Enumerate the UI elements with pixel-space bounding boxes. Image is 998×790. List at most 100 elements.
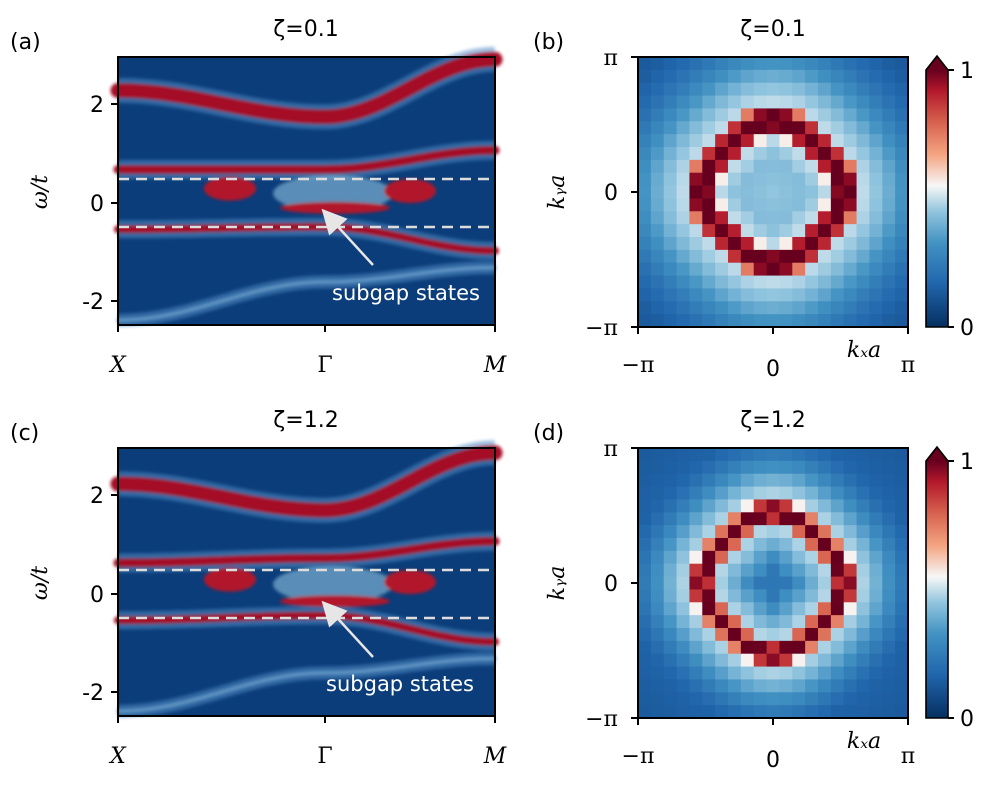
heatmap-cell: [650, 653, 665, 668]
spectral-plot-a: subgap states: [110, 46, 503, 327]
heatmap-cell: [882, 499, 896, 513]
heatmap-cell: [766, 172, 781, 187]
heatmap-cell: [766, 640, 781, 655]
heatmap-cell: [818, 95, 832, 110]
heatmap-cell: [882, 628, 896, 642]
heatmap-cell: [650, 314, 665, 328]
heatmap-cell: [689, 314, 703, 328]
heatmap-cell: [702, 159, 716, 174]
heatmap-cell: [830, 653, 845, 668]
heatmap-cell: [753, 460, 768, 475]
heatmap-cell: [805, 460, 819, 475]
heatmap-cell: [638, 679, 652, 693]
heatmap-cell: [753, 705, 768, 719]
heatmap-cell: [869, 121, 883, 135]
heatmap-cell: [869, 538, 883, 552]
heatmap-cell: [843, 172, 858, 187]
heatmap-cell: [805, 172, 819, 187]
heatmap-cell: [650, 602, 665, 616]
heatmap-cell: [689, 499, 703, 513]
heatmap-cell: [715, 615, 729, 629]
heatmap-cell: [650, 512, 665, 526]
heatmap-cell: [792, 550, 806, 565]
heatmap-cell: [882, 448, 896, 462]
heatmap-cell: [663, 473, 678, 488]
heatmap-cell: [869, 82, 883, 97]
heatmap-cell: [753, 473, 768, 488]
heatmap-cell: [805, 301, 819, 315]
panel-a-title: ζ=0.1: [273, 17, 338, 42]
heatmap-cell: [830, 121, 845, 135]
heatmap-cell: [728, 198, 742, 212]
heatmap-cell: [766, 666, 781, 681]
heatmap-cell: [869, 198, 883, 212]
heatmap-cell: [882, 288, 896, 302]
heatmap-cell: [818, 538, 832, 552]
heatmap-cell: [818, 602, 832, 616]
heatmap-cell: [869, 249, 883, 264]
heatmap-cell: [830, 159, 845, 174]
heatmap-cell: [766, 705, 781, 719]
heatmap-cell: [869, 172, 883, 187]
heatmap-cell: [663, 589, 678, 603]
colorbar-b-extend-arrow: [926, 56, 948, 70]
heatmap-cell: [728, 108, 742, 122]
heatmap-cell: [715, 602, 729, 616]
heatmap-cell: [676, 159, 691, 174]
heatmap-cell: [856, 237, 871, 251]
heatmap-cell: [882, 224, 896, 238]
plot-a-frame: [117, 56, 496, 326]
heatmap-cell: [728, 602, 742, 616]
heatmap-cell: [740, 473, 755, 488]
heatmap-cell: [779, 134, 793, 148]
heatmap-cell: [740, 237, 755, 251]
heatmap-cell: [830, 262, 845, 277]
heatmap-cell: [818, 525, 832, 539]
heatmap-cell: [663, 57, 678, 71]
heatmap-cell: [805, 473, 819, 488]
heatmap-cell: [702, 589, 716, 603]
heatmap-cell: [869, 628, 883, 642]
heatmap-cell: [702, 185, 716, 200]
heatmap-cell: [663, 82, 678, 97]
heatmap-cell: [779, 448, 793, 462]
heatmap-cell: [753, 589, 768, 603]
spectral-plot-c: subgap states: [110, 440, 503, 718]
heatmap-cell: [766, 550, 781, 565]
heatmap-cell: [728, 159, 742, 174]
heatmap-cell: [715, 576, 729, 591]
heatmap-cell: [689, 275, 703, 290]
heatmap-cell: [650, 82, 665, 97]
heatmap-cell: [869, 615, 883, 629]
heatmap-cell: [895, 550, 909, 565]
heatmap-cell: [766, 653, 781, 668]
panel-c-title: ζ=1.2: [273, 408, 338, 433]
heatmap-cell: [702, 563, 716, 578]
heatmap-cell: [843, 538, 858, 552]
heatmap-cell: [843, 288, 858, 302]
heatmap-cell: [702, 602, 716, 616]
heatmap-cell: [702, 550, 716, 565]
heatmap-cell: [856, 262, 871, 277]
heatmap-cell: [702, 249, 716, 264]
heatmap-cell: [818, 198, 832, 212]
heatmap-cell: [663, 538, 678, 552]
heatmap-cell: [895, 448, 909, 462]
heatmap-cell: [689, 525, 703, 539]
heatmap-cell: [676, 460, 691, 475]
heatmap-cell: [676, 692, 691, 706]
heatmap-cell: [882, 249, 896, 264]
heatmap-cell: [715, 563, 729, 578]
heatmap-cell: [818, 692, 832, 706]
heatmap-cell: [650, 499, 665, 513]
heatmap-cell: [689, 147, 703, 161]
heatmap-cell: [830, 57, 845, 71]
heatmap-cell: [676, 628, 691, 642]
ytick-a-m2: -2: [82, 290, 104, 315]
heatmap-cell: [869, 525, 883, 539]
heatmap-cell: [650, 538, 665, 552]
heatmap-cell: [882, 211, 896, 225]
heatmap-cell: [650, 211, 665, 225]
heatmap-cell: [702, 301, 716, 315]
heatmap-cell: [843, 95, 858, 110]
